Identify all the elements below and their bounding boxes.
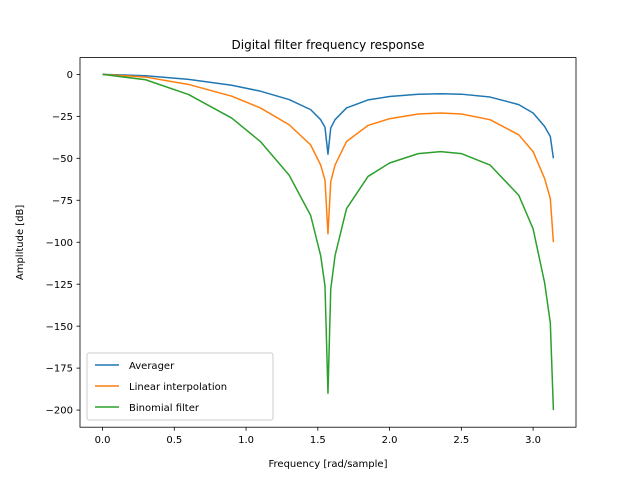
series-layer [102,73,555,411]
x-axis: 0.0 0.5 1.0 1.5 2.0 2.5 3.0 [95,427,541,446]
y-tick-label: −75 [52,196,73,207]
y-tick-label: −150 [46,322,73,333]
y-axis: 0 −25 −50 −75 −100 −125 −150 −175 −200 [46,70,80,417]
x-tick-label: 2.5 [453,435,469,446]
series-line-2 [102,73,555,411]
legend-label-2: Binomial filter [129,403,200,414]
x-tick-label: 2.0 [382,435,398,446]
y-tick-label: −175 [46,364,73,375]
x-tick-label: 3.0 [525,435,541,446]
series-line-1 [102,73,555,243]
y-tick-label: 0 [67,70,73,81]
y-tick-label: −125 [46,280,73,291]
y-tick-label: −25 [52,112,73,123]
legend-label-1: Linear interpolation [129,382,227,393]
x-axis-label: Frequency [rad/sample] [269,459,388,470]
legend-box [86,352,274,421]
x-tick-label: 0.5 [166,435,182,446]
chart-title: Digital filter frequency response [232,38,425,52]
y-axis-label: Amplitude [dB] [15,205,26,281]
y-tick-label: −200 [46,406,73,417]
legend-label-0: Averager [129,361,175,372]
x-tick-label: 1.0 [238,435,254,446]
x-tick-label: 0.0 [95,435,111,446]
legend: Averager Linear interpolation Binomial fil… [86,352,274,421]
y-tick-label: −50 [52,154,73,165]
x-tick-label: 1.5 [310,435,326,446]
y-tick-label: −100 [46,238,73,249]
series-line-0 [102,73,555,159]
